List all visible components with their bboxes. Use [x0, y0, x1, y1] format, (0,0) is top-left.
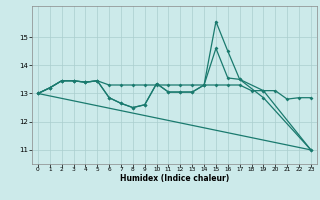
X-axis label: Humidex (Indice chaleur): Humidex (Indice chaleur): [120, 174, 229, 183]
